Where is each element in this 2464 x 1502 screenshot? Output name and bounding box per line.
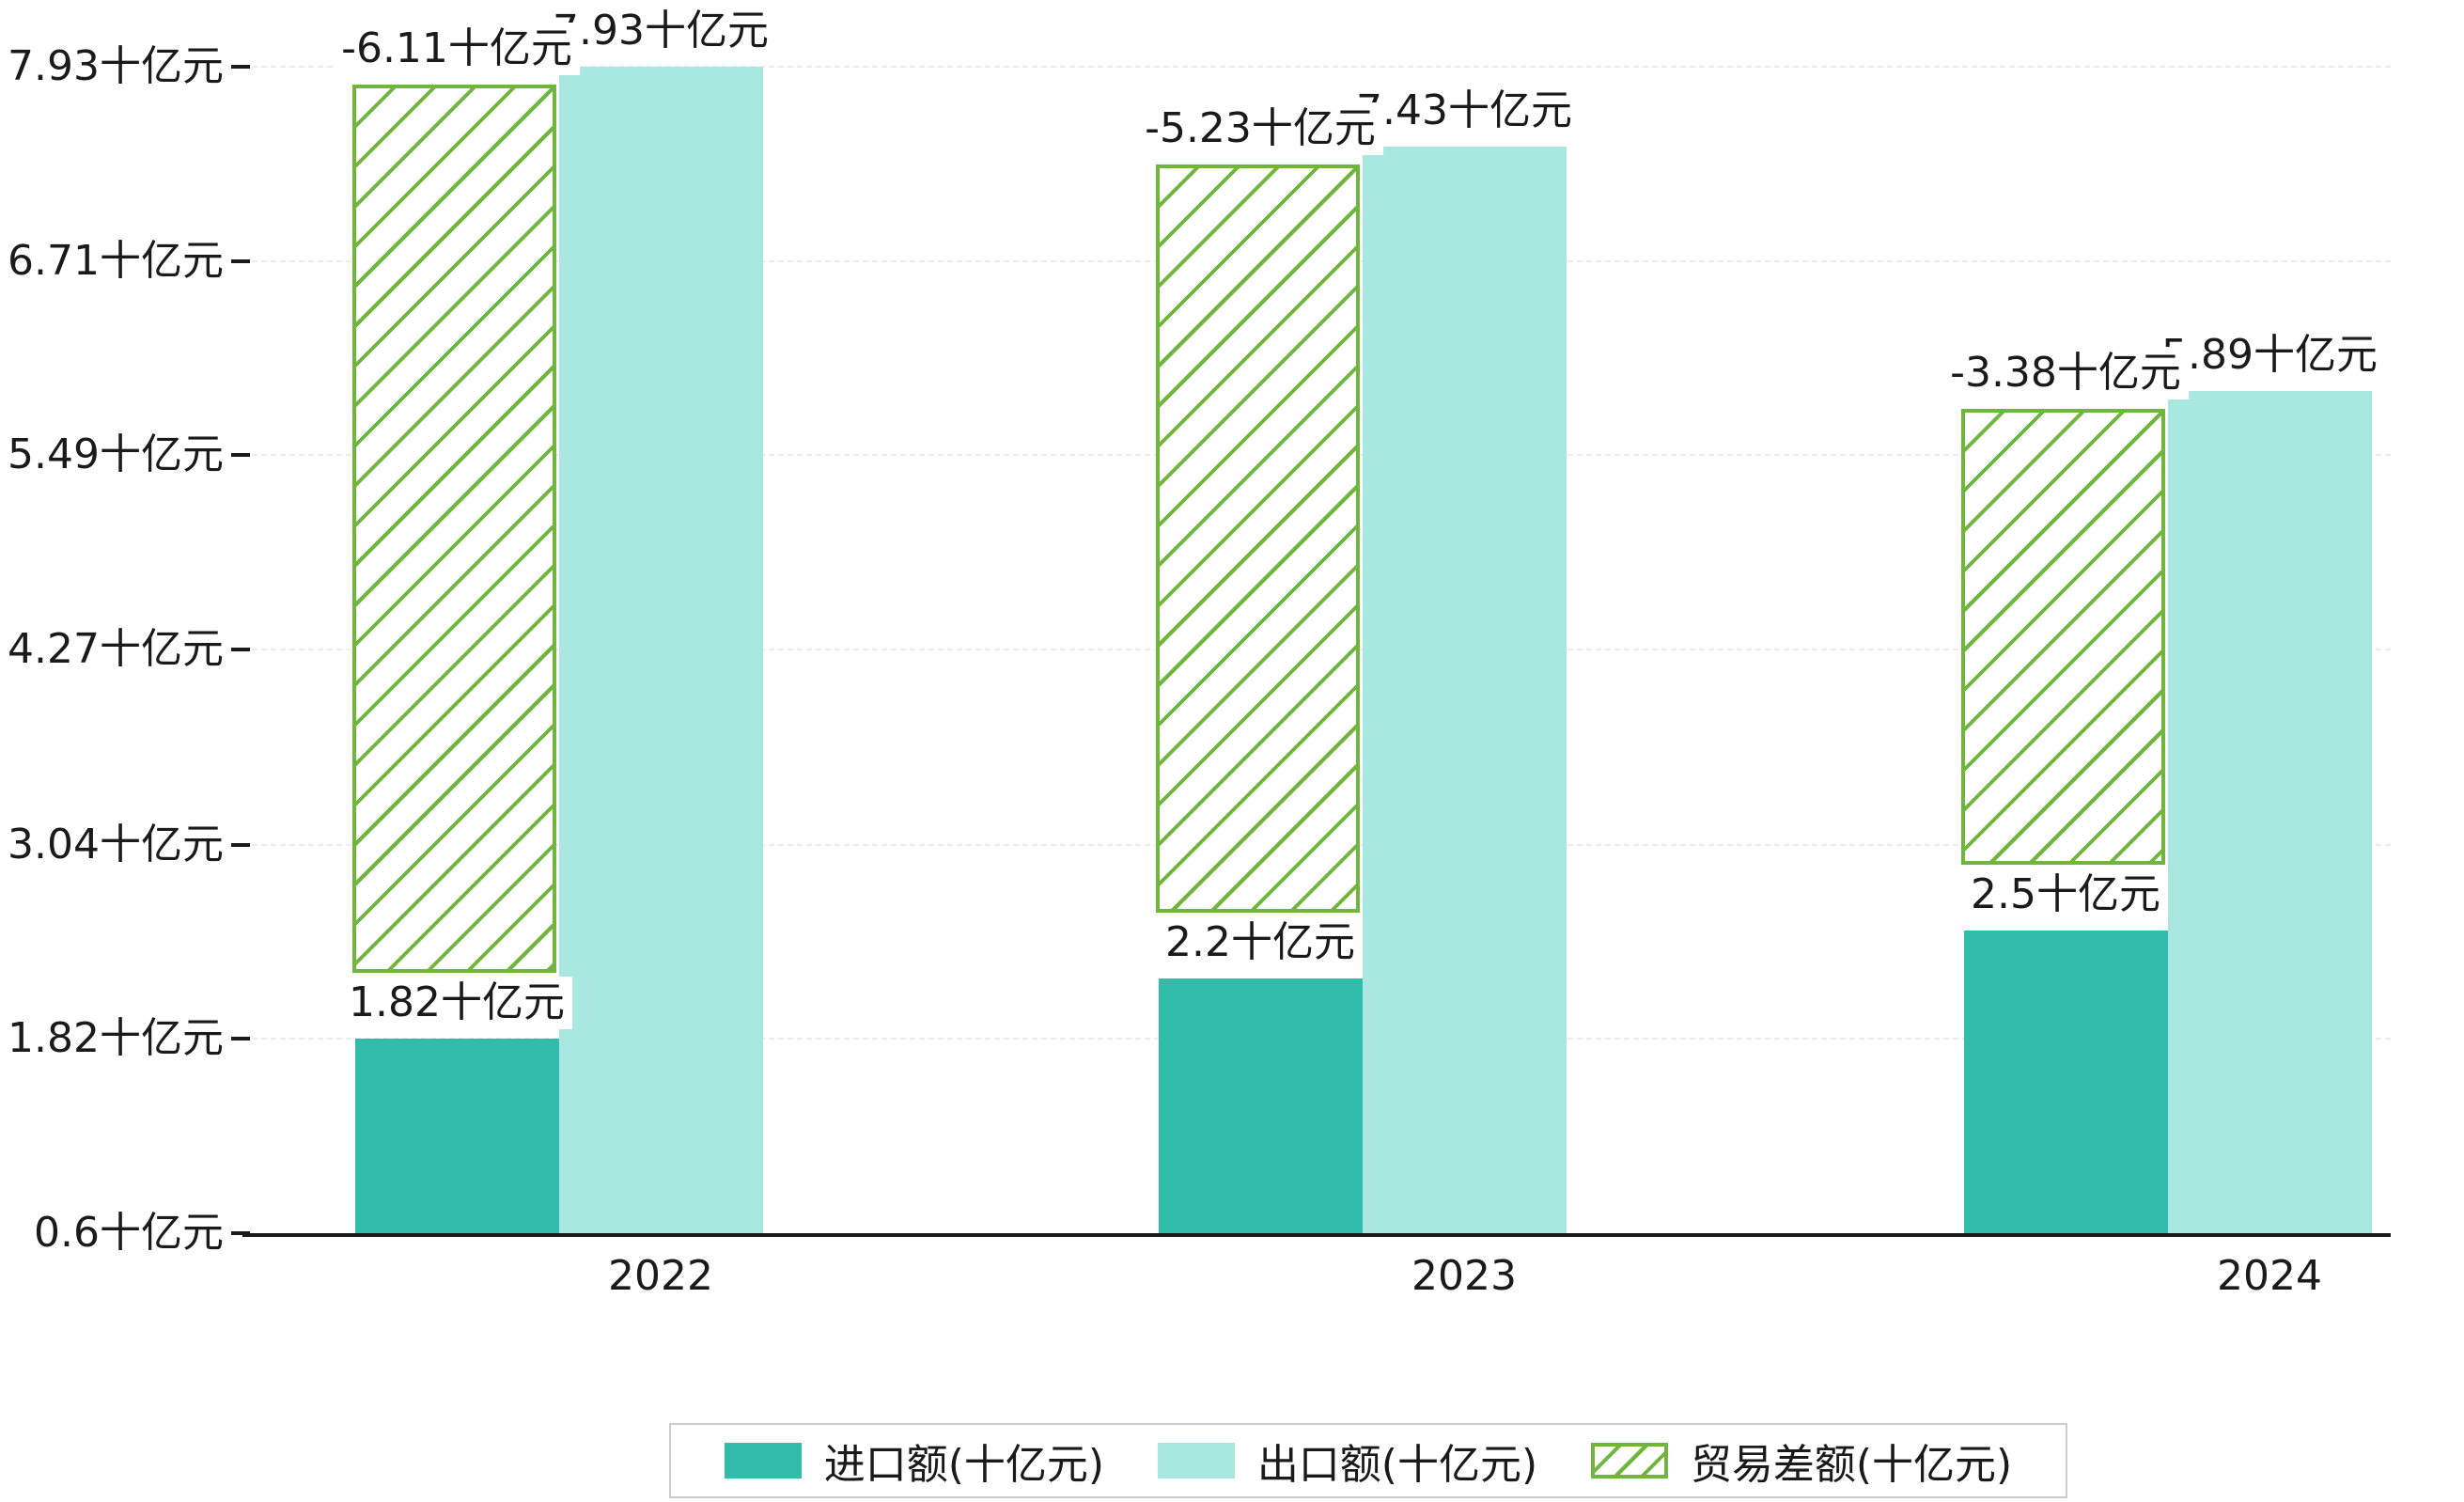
export-value-label: 7.43十亿元 — [1356, 86, 1572, 134]
bar-trade-balance-2022 — [351, 85, 556, 974]
bar-export-2024 — [2167, 391, 2372, 1233]
y-axis-tick — [231, 453, 250, 458]
export-swatch-icon — [1157, 1443, 1235, 1479]
legend-item-export: 出口额(十亿元) — [1157, 1431, 1538, 1491]
y-axis-tick-label: 5.49十亿元 — [8, 430, 224, 479]
y-axis-tick-label: 4.27十亿元 — [8, 624, 224, 673]
y-axis-tick — [231, 258, 250, 263]
bar-import-2022 — [354, 1039, 559, 1233]
trade-balance-value-label: -3.38十亿元 — [1942, 347, 2189, 400]
y-axis-tick — [231, 842, 250, 847]
legend-label-export: 出口额(十亿元) — [1256, 1441, 1538, 1489]
y-axis-tick — [231, 647, 250, 651]
y-axis-tick — [231, 1231, 250, 1235]
legend-item-balance: 贸易差额(十亿元) — [1590, 1431, 2013, 1491]
x-axis-label-2022: 2022 — [608, 1252, 713, 1300]
bar-export-2023 — [1362, 146, 1567, 1233]
trade-balance-value-label: -6.11十亿元 — [334, 23, 580, 76]
legend-label-trade-balance: 贸易差额(十亿元) — [1690, 1441, 2013, 1489]
x-axis-label-2023: 2023 — [1411, 1252, 1517, 1300]
bar-trade-balance-2024 — [1960, 409, 2165, 866]
y-axis-tick-label: 1.82十亿元 — [8, 1014, 224, 1063]
import-value-label: 2.5十亿元 — [1963, 868, 2168, 922]
x-axis-line — [242, 1233, 2391, 1237]
y-axis-tick — [231, 1037, 250, 1041]
y-axis-tick-label: 6.71十亿元 — [8, 236, 224, 285]
legend-item-import: 进口额(十亿元) — [724, 1431, 1105, 1491]
import-value-label: 2.2十亿元 — [1158, 916, 1363, 970]
bar-import-2024 — [1963, 931, 2168, 1233]
export-value-label: 5.89十亿元 — [2161, 331, 2378, 380]
bar-import-2023 — [1158, 978, 1363, 1233]
legend-label-import: 进口额(十亿元) — [823, 1441, 1105, 1489]
legend: 进口额(十亿元) 出口额(十亿元) 贸易差额(十亿元) — [669, 1423, 2067, 1498]
trade-balance-value-label: -5.23十亿元 — [1137, 102, 1383, 155]
bar-export-2022 — [558, 67, 763, 1233]
import-value-label: 1.82十亿元 — [341, 977, 572, 1030]
y-axis-tick-label: 3.04十亿元 — [8, 820, 224, 868]
y-axis-tick — [231, 65, 250, 70]
gridline — [242, 66, 2391, 69]
y-axis-tick-label: 0.6十亿元 — [34, 1209, 224, 1257]
bar-trade-balance-2023 — [1155, 164, 1360, 914]
y-axis-tick-label: 7.93十亿元 — [8, 42, 224, 91]
trade-balance-swatch-icon — [1590, 1443, 1668, 1479]
x-axis-label-2024: 2024 — [2217, 1252, 2322, 1300]
import-swatch-icon — [724, 1443, 802, 1479]
export-value-label: 7.93十亿元 — [553, 7, 769, 55]
